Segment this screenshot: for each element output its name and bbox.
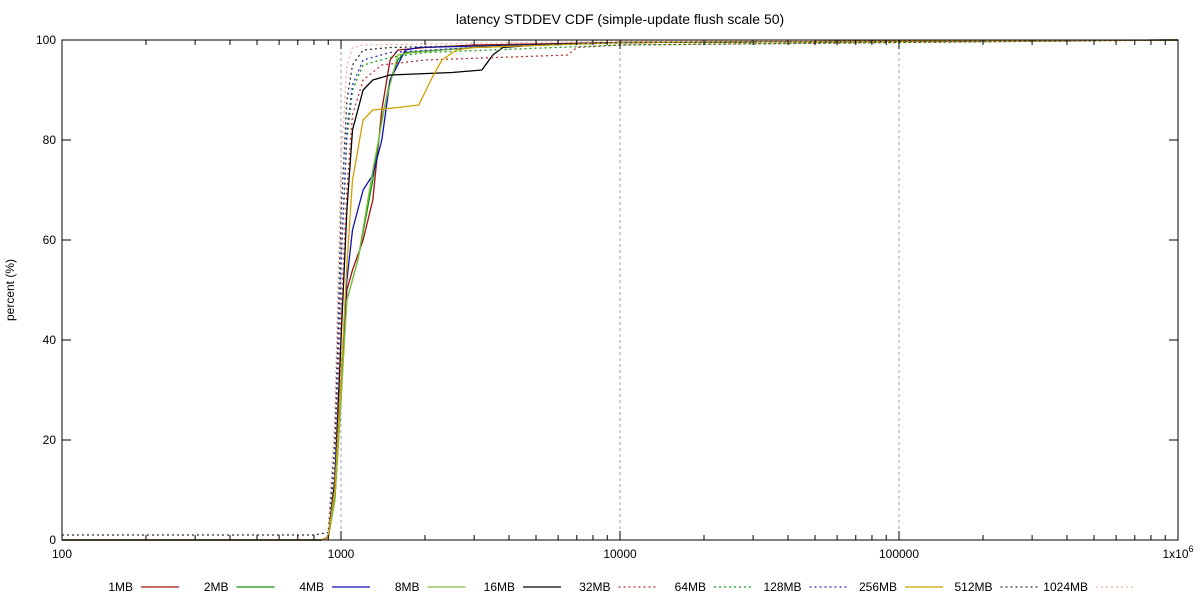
legend-label-16MB: 16MB — [484, 580, 515, 594]
y-tick-label: 80 — [43, 133, 57, 147]
y-tick-label: 20 — [43, 433, 57, 447]
x-tick-label: 100000 — [879, 547, 919, 561]
axis-layer: 100 1000 10000 100000 1x106 0 20 40 60 80 100 — [36, 33, 1194, 561]
legend-label-8MB: 8MB — [395, 580, 420, 594]
series-layer — [62, 39, 1179, 541]
legend-label-1024MB: 1024MB — [1043, 580, 1088, 594]
legend-label-32MB: 32MB — [579, 580, 610, 594]
series-line-1024MB — [62, 39, 1179, 541]
chart-title: latency STDDEV CDF (simple-update flush … — [456, 11, 784, 27]
legend-label-512MB: 512MB — [954, 580, 992, 594]
legend-label-64MB: 64MB — [675, 580, 706, 594]
series-line-256MB — [62, 39, 1179, 541]
x-tick-label: 1x106 — [1162, 544, 1193, 561]
y-tick-label: 100 — [36, 33, 56, 47]
y-tick-label: 60 — [43, 233, 57, 247]
series-line-512MB — [62, 39, 1179, 536]
legend-label-2MB: 2MB — [204, 580, 229, 594]
x-tick-label: 100 — [52, 547, 72, 561]
legend: 1MB 2MB 4MB 8MB 16MB 32MB 64MB 128MB 256MB 512MB 1… — [108, 580, 1134, 594]
y-axis-label: percent (%) — [3, 259, 17, 321]
y-tick-label: 40 — [43, 333, 57, 347]
grid-layer — [340, 40, 900, 540]
legend-label-128MB: 128MB — [763, 580, 801, 594]
x-tick-label: 10000 — [603, 547, 637, 561]
legend-label-256MB: 256MB — [859, 580, 897, 594]
x-tick-label: 1000 — [328, 547, 355, 561]
legend-label-1MB: 1MB — [108, 580, 133, 594]
y-tick-label: 0 — [49, 533, 56, 547]
legend-label-4MB: 4MB — [299, 580, 324, 594]
